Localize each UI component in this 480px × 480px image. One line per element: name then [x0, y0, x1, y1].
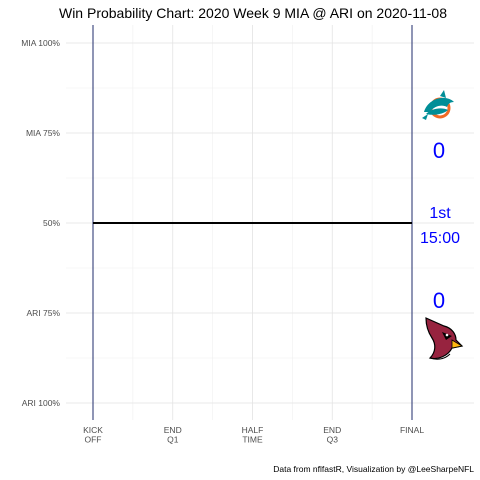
chart-caption: Data from nflfastR, Visualization by @Le…: [273, 464, 474, 474]
cardinals-logo-icon: [425, 317, 464, 360]
x-tick-label: END Q3: [323, 425, 341, 445]
game-time: 15:00: [420, 230, 460, 247]
y-axis-ticks: MIA 100% MIA 75% 50% ARI 75% ARI 100%: [21, 38, 60, 408]
dolphins-logo-icon: [422, 90, 454, 120]
y-tick-label: MIA 75%: [26, 128, 60, 138]
game-quarter: 1st: [429, 205, 451, 222]
x-tick-label: KICK OFF: [83, 425, 103, 445]
y-tick-label: ARI 75%: [26, 308, 60, 318]
away-score: 0: [433, 138, 445, 163]
x-tick-label: HALF TIME: [242, 425, 264, 445]
y-tick-label: ARI 100%: [22, 398, 61, 408]
x-tick-label: FINAL: [400, 425, 424, 435]
home-score: 0: [433, 288, 445, 313]
x-tick-label: END Q1: [164, 425, 182, 445]
chart-title: Win Probability Chart: 2020 Week 9 MIA @…: [59, 5, 447, 21]
y-tick-label: MIA 100%: [21, 38, 60, 48]
y-tick-label: 50%: [43, 218, 60, 228]
x-axis-ticks: KICK OFF END Q1 HALF TIME END Q3 FINAL: [83, 425, 424, 445]
